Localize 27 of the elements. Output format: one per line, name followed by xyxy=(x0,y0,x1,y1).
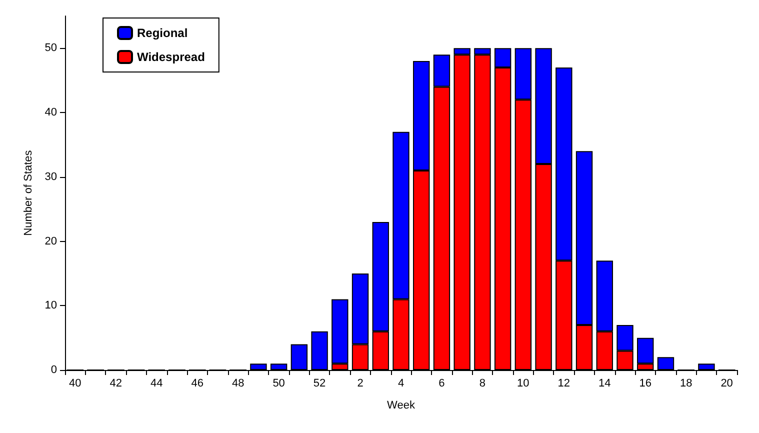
x-tick-label: 10 xyxy=(517,378,530,390)
x-tick-label: 46 xyxy=(191,378,204,390)
x-tick-label: 20 xyxy=(720,378,733,390)
x-tick-label: 8 xyxy=(479,378,486,390)
y-tick-label: 10 xyxy=(44,300,57,312)
y-tick-label: 0 xyxy=(50,364,57,376)
x-tick-label: 18 xyxy=(680,378,692,390)
x-axis-title: Week xyxy=(387,400,416,412)
y-tick-label: 20 xyxy=(44,235,57,248)
x-tick-label: 14 xyxy=(598,378,611,390)
x-tick-label: 2 xyxy=(357,378,364,390)
y-axis-title: Number of States xyxy=(22,150,34,236)
x-tick-label: 4 xyxy=(398,378,404,390)
x-tick-label: 6 xyxy=(438,378,445,390)
x-tick-label: 42 xyxy=(110,378,122,390)
x-tick-label: 50 xyxy=(272,378,285,390)
y-tick-label: 40 xyxy=(44,106,57,119)
x-tick-label: 52 xyxy=(313,378,326,390)
legend-label: Widespread xyxy=(137,50,205,64)
x-tick-label: 16 xyxy=(639,378,652,390)
x-tick-label: 48 xyxy=(232,378,244,390)
x-tick-label: 44 xyxy=(150,378,163,390)
legend-label: Regional xyxy=(137,26,188,40)
x-tick-label: 12 xyxy=(558,378,570,390)
x-tick-label: 40 xyxy=(69,378,82,390)
y-tick-label: 50 xyxy=(44,42,57,54)
y-tick-label: 30 xyxy=(44,170,57,183)
